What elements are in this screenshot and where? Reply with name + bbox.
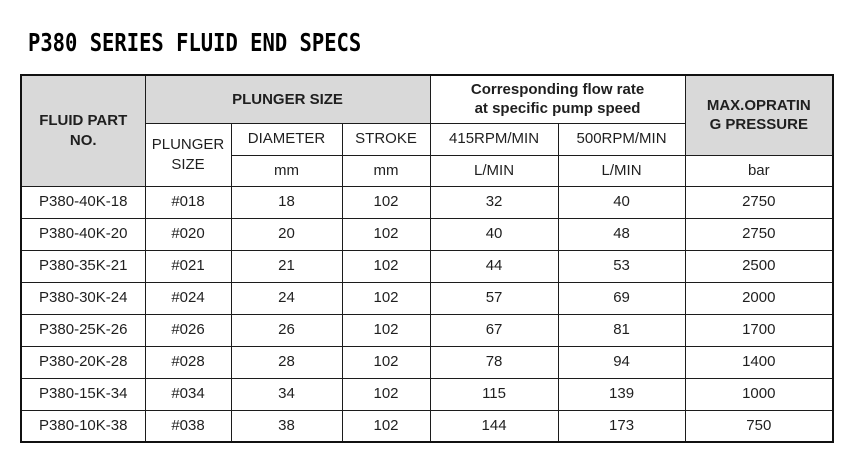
cell-stroke-mm: 102 xyxy=(341,281,431,315)
header-row-group: FLUID PART NO. PLUNGER SIZE Correspondin… xyxy=(20,74,834,187)
cell-stroke-mm: 102 xyxy=(341,313,431,347)
cell-plunger-size: #018 xyxy=(144,185,232,219)
spec-table-header: FLUID PART NO. PLUNGER SIZE Correspondin… xyxy=(20,74,834,187)
table-row: P380-20K-28 #028 28 102 78 94 1400 xyxy=(20,345,834,379)
cell-flow-415-lmin: 57 xyxy=(429,281,559,315)
cell-plunger-size: #020 xyxy=(144,217,232,251)
cell-diameter-mm: 28 xyxy=(230,345,343,379)
cell-flow-500-lmin: 173 xyxy=(557,409,686,443)
header-max-pressure: MAX.OPRATIN G PRESSURE xyxy=(684,74,834,156)
cell-flow-415-lmin: 40 xyxy=(429,217,559,251)
header-stroke: STROKE xyxy=(341,122,431,156)
cell-flow-415-lmin: 78 xyxy=(429,345,559,379)
cell-max-pressure-bar: 1000 xyxy=(684,377,834,411)
header-flow-rate-line1: Corresponding flow rate xyxy=(470,80,645,98)
page-title: P380 SERIES FLUID END SPECS xyxy=(28,28,362,57)
cell-diameter-mm: 38 xyxy=(230,409,343,443)
cell-max-pressure-bar: 2750 xyxy=(684,217,834,251)
cell-diameter-mm: 26 xyxy=(230,313,343,347)
header-plunger-size-sub: PLUNGER SIZE xyxy=(144,122,232,187)
header-rpm-500: 500RPM/MIN xyxy=(557,122,686,156)
table-row: P380-40K-18 #018 18 102 32 40 2750 xyxy=(20,185,834,219)
header-fluid-part-line2: NO. xyxy=(69,131,97,149)
header-plunger-size-sub-line2: SIZE xyxy=(171,155,205,173)
cell-stroke-mm: 102 xyxy=(341,217,431,251)
cell-flow-415-lmin: 115 xyxy=(429,377,559,411)
cell-fluid-part-no: P380-40K-18 xyxy=(20,185,146,219)
header-flow-rate-line2: at specific pump speed xyxy=(474,100,641,118)
cell-fluid-part-no: P380-40K-20 xyxy=(20,217,146,251)
cell-plunger-size: #021 xyxy=(144,249,232,283)
cell-stroke-mm: 102 xyxy=(341,345,431,379)
cell-fluid-part-no: P380-35K-21 xyxy=(20,249,146,283)
cell-flow-500-lmin: 48 xyxy=(557,217,686,251)
header-max-pressure-line1: MAX.OPRATIN xyxy=(706,96,811,114)
cell-flow-415-lmin: 144 xyxy=(429,409,559,443)
cell-max-pressure-bar: 2500 xyxy=(684,249,834,283)
cell-fluid-part-no: P380-25K-26 xyxy=(20,313,146,347)
cell-flow-415-lmin: 32 xyxy=(429,185,559,219)
header-flow-rate-group: Corresponding flow rate at specific pump… xyxy=(429,74,686,124)
cell-flow-500-lmin: 53 xyxy=(557,249,686,283)
cell-stroke-mm: 102 xyxy=(341,249,431,283)
cell-diameter-mm: 20 xyxy=(230,217,343,251)
cell-plunger-size: #028 xyxy=(144,345,232,379)
unit-flow-500-lmin: L/MIN xyxy=(557,154,686,187)
header-diameter: DIAMETER xyxy=(230,122,343,156)
table-row: P380-15K-34 #034 34 102 115 139 1000 xyxy=(20,377,834,411)
unit-diameter-mm: mm xyxy=(230,154,343,187)
header-max-pressure-line2: G PRESSURE xyxy=(709,116,808,134)
spec-table: FLUID PART NO. PLUNGER SIZE Correspondin… xyxy=(20,74,835,443)
cell-flow-500-lmin: 81 xyxy=(557,313,686,347)
cell-diameter-mm: 18 xyxy=(230,185,343,219)
header-plunger-size-group: PLUNGER SIZE xyxy=(144,74,431,124)
cell-fluid-part-no: P380-15K-34 xyxy=(20,377,146,411)
cell-stroke-mm: 102 xyxy=(341,185,431,219)
cell-max-pressure-bar: 1700 xyxy=(684,313,834,347)
cell-plunger-size: #038 xyxy=(144,409,232,443)
cell-stroke-mm: 102 xyxy=(341,409,431,443)
cell-flow-500-lmin: 40 xyxy=(557,185,686,219)
table-row: P380-40K-20 #020 20 102 40 48 2750 xyxy=(20,217,834,251)
table-row: P380-25K-26 #026 26 102 67 81 1700 xyxy=(20,313,834,347)
cell-fluid-part-no: P380-10K-38 xyxy=(20,409,146,443)
cell-fluid-part-no: P380-20K-28 xyxy=(20,345,146,379)
cell-plunger-size: #024 xyxy=(144,281,232,315)
cell-max-pressure-bar: 2750 xyxy=(684,185,834,219)
cell-flow-500-lmin: 94 xyxy=(557,345,686,379)
cell-fluid-part-no: P380-30K-24 xyxy=(20,281,146,315)
header-rpm-415: 415RPM/MIN xyxy=(429,122,559,156)
table-row: P380-35K-21 #021 21 102 44 53 2500 xyxy=(20,249,834,283)
header-fluid-part-no: FLUID PART NO. xyxy=(20,74,146,187)
cell-max-pressure-bar: 750 xyxy=(684,409,834,443)
cell-plunger-size: #026 xyxy=(144,313,232,347)
header-plunger-size-sub-line1: PLUNGER xyxy=(151,136,225,153)
cell-max-pressure-bar: 2000 xyxy=(684,281,834,315)
header-fluid-part-line1: FLUID PART xyxy=(39,112,128,130)
cell-flow-500-lmin: 139 xyxy=(557,377,686,411)
cell-diameter-mm: 21 xyxy=(230,249,343,283)
spec-table-body: P380-40K-18 #018 18 102 32 40 2750 P380-40K-20 #… xyxy=(20,185,834,443)
cell-flow-500-lmin: 69 xyxy=(557,281,686,315)
table-row: P380-10K-38 #038 38 102 144 173 750 xyxy=(20,409,834,443)
cell-flow-415-lmin: 44 xyxy=(429,249,559,283)
cell-diameter-mm: 34 xyxy=(230,377,343,411)
unit-stroke-mm: mm xyxy=(341,154,431,187)
unit-pressure-bar: bar xyxy=(684,154,834,187)
cell-plunger-size: #034 xyxy=(144,377,232,411)
cell-diameter-mm: 24 xyxy=(230,281,343,315)
cell-flow-415-lmin: 67 xyxy=(429,313,559,347)
cell-stroke-mm: 102 xyxy=(341,377,431,411)
cell-max-pressure-bar: 1400 xyxy=(684,345,834,379)
header-row-sub: PLUNGER SIZE DIAMETER STROKE 415RPM/MIN … xyxy=(21,122,833,187)
unit-flow-415-lmin: L/MIN xyxy=(429,154,559,187)
table-row: P380-30K-24 #024 24 102 57 69 2000 xyxy=(20,281,834,315)
